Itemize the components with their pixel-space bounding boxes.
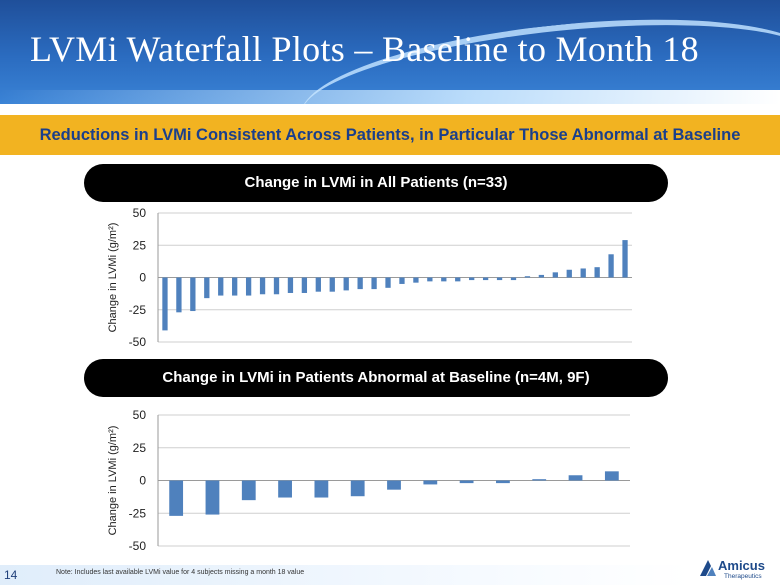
y-tick-label: -25 (129, 303, 147, 317)
bar (524, 276, 531, 278)
bar (287, 277, 294, 293)
bar (496, 277, 503, 281)
bar (459, 480, 474, 484)
bar (455, 277, 461, 282)
subtitle-banner: Reductions in LVMi Consistent Across Pat… (0, 115, 780, 155)
bar (241, 480, 256, 501)
y-tick-label: 0 (139, 474, 146, 488)
bar (245, 277, 252, 296)
bar (357, 277, 363, 290)
slide-title: LVMi Waterfall Plots – Baseline to Month… (30, 29, 699, 69)
bar (482, 277, 489, 281)
y-tick-label: 50 (133, 206, 147, 220)
bar (399, 277, 405, 284)
y-tick-label: 0 (139, 271, 146, 285)
bar (385, 277, 391, 288)
chart-abnormal-baseline: 50 25 0 -25 -50 Change in LVMi (g/m²) (107, 408, 630, 553)
y-axis-label: Change in LVMi (g/m²) (107, 223, 119, 333)
bar (608, 254, 614, 278)
chart-1-title: Change in LVMi in All Patients (n=33) (84, 164, 668, 202)
bar (580, 268, 586, 278)
bar (496, 480, 510, 484)
bar (594, 267, 600, 278)
bar (278, 480, 292, 498)
bar (371, 277, 377, 290)
y-tick-label: -50 (129, 539, 147, 553)
y-tick-label: -25 (129, 506, 147, 520)
bar (232, 277, 238, 296)
bar (469, 277, 475, 281)
bar (301, 277, 308, 293)
bar (273, 277, 280, 295)
logo-name: Amicus (718, 558, 765, 573)
header-band: LVMi Waterfall Plots – Baseline to Month… (0, 0, 780, 104)
bar (259, 277, 266, 295)
page-number: 14 (4, 568, 18, 582)
bar (427, 277, 433, 282)
logo-icon (700, 560, 716, 576)
bar (190, 277, 196, 312)
y-axis-label: Change in LVMi (g/m²) (107, 426, 119, 536)
logo-subtitle: Therapeutics (724, 573, 762, 580)
y-tick-label: -50 (129, 335, 147, 349)
bar (441, 277, 447, 282)
chart-2-title: Change in LVMi in Patients Abnormal at B… (84, 359, 668, 397)
bar (423, 480, 438, 485)
bar (566, 269, 572, 278)
bar (204, 277, 210, 299)
chart-all-patients: 50 25 0 -25 -50 Change in LVMi (g/m²) (107, 206, 632, 349)
y-tick-label: 25 (133, 238, 147, 252)
bar (350, 480, 365, 497)
bar (169, 480, 184, 516)
bar (622, 240, 628, 278)
bar (329, 277, 335, 292)
bar (538, 274, 545, 278)
bar (413, 277, 419, 283)
bar (568, 475, 583, 481)
bar (315, 277, 321, 292)
bar (552, 272, 558, 278)
header-glow (0, 90, 780, 104)
bar (510, 277, 517, 281)
y-tick-label: 25 (133, 441, 147, 455)
bar (218, 277, 224, 296)
bar (343, 277, 349, 291)
footnote: Note: Includes last available LVMi value… (56, 569, 305, 576)
bar (387, 480, 401, 490)
company-logo: Amicus Therapeutics (698, 556, 776, 582)
bar (205, 480, 220, 515)
bar (314, 480, 329, 498)
footer-bar (0, 565, 690, 585)
bar (176, 277, 182, 313)
bar (532, 479, 547, 481)
y-tick-label: 50 (133, 408, 147, 422)
bar (604, 471, 619, 481)
bar (162, 277, 168, 331)
